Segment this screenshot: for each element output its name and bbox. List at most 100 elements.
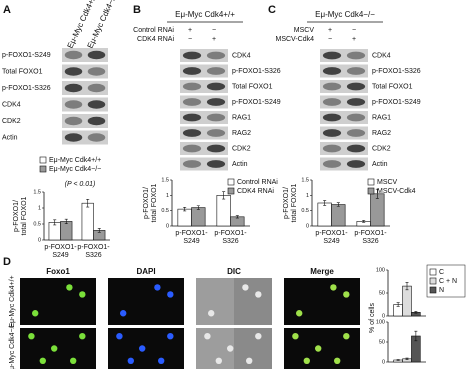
legend-label: Eμ-Myc Cdk4−/− <box>49 166 101 173</box>
error-bar <box>196 205 200 210</box>
micrograph-shade <box>196 278 234 325</box>
blot-band <box>182 113 202 122</box>
micrograph <box>20 278 96 325</box>
cell <box>158 357 165 364</box>
y-tick-label: 1 <box>306 193 309 199</box>
blot-label: CDK4 <box>372 52 391 59</box>
error-bar <box>362 220 366 223</box>
cell <box>343 333 350 340</box>
panel-label: C <box>268 4 276 16</box>
panel-title: Eμ-Myc Cdk4−/− <box>315 10 375 19</box>
x-tick-label: p-FOXO1-S249 <box>44 244 77 259</box>
blot-band <box>322 160 342 168</box>
text-line: p-FOXO1- <box>44 244 77 251</box>
x-tick-label: p-FOXO1-S326 <box>77 244 110 259</box>
panel-label: A <box>3 4 11 16</box>
text-line: p-FOXO1- <box>315 230 348 237</box>
bar <box>177 208 192 227</box>
y-tick-label: 100 <box>376 267 385 273</box>
treatment-sign: − <box>352 27 356 34</box>
legend-label: MSCV <box>377 179 398 186</box>
cell <box>246 357 253 364</box>
error-bar <box>64 218 68 224</box>
treatment-sign: + <box>328 27 332 34</box>
blot-band <box>206 51 226 60</box>
blot-band <box>182 98 202 106</box>
legend-label: Control RNAi <box>237 179 278 186</box>
error-bar <box>396 359 400 361</box>
y-axis-label: p-FOXO1/total FOXO1 <box>283 183 298 222</box>
bar <box>331 204 346 227</box>
treatment-sign: + <box>212 36 216 43</box>
blot-band <box>322 129 342 137</box>
error-bar <box>222 191 226 200</box>
cell <box>127 357 134 364</box>
micrograph <box>108 278 184 325</box>
blot-band <box>322 51 342 60</box>
blot-label: CDK4 <box>2 101 21 108</box>
bar <box>216 195 231 227</box>
blot-band <box>322 82 342 91</box>
blot-label: p-FOXO1-S326 <box>2 85 51 92</box>
column-title: DIC <box>227 267 241 276</box>
text-line: p-FOXO1- <box>214 230 247 237</box>
blot-band <box>206 144 226 153</box>
treatment-label: Control RNAi <box>133 27 174 34</box>
cell <box>296 310 303 317</box>
cell <box>255 333 262 340</box>
legend-swatch <box>227 178 235 186</box>
cell <box>204 333 211 340</box>
error-bar <box>53 219 57 226</box>
blot-band <box>346 160 366 168</box>
legend-swatch <box>227 187 235 195</box>
blot-label: Actin <box>372 161 388 168</box>
cell <box>66 284 73 291</box>
column-title: DAPI <box>136 267 155 276</box>
cell <box>303 357 310 364</box>
y-axis-label: p-FOXO1/total FOXO1 <box>13 196 28 235</box>
y-tick-label: 0 <box>382 359 385 365</box>
y-tick-label: 0 <box>166 223 169 229</box>
row-label: Eμ-Myc Cdk4−/− <box>9 322 16 369</box>
blot-band <box>182 129 202 137</box>
error-bar <box>235 215 239 219</box>
error-bar <box>414 311 418 314</box>
treatment-sign: − <box>328 36 332 43</box>
y-tick-label: 100 <box>376 319 385 325</box>
text-line: S326 <box>362 238 378 245</box>
y-tick-label: 1.5 <box>33 189 41 195</box>
blot-band <box>346 82 366 91</box>
cell <box>39 357 46 364</box>
blot-band <box>182 82 202 91</box>
legend-swatch <box>367 178 375 186</box>
legend-frame <box>426 264 466 298</box>
treatment-sign: + <box>352 36 356 43</box>
blot-band <box>87 133 106 142</box>
blot-band <box>87 116 106 126</box>
cell <box>32 310 39 317</box>
blot-band <box>206 82 226 91</box>
legend-label: Eμ-Myc Cdk4+/+ <box>49 157 101 164</box>
y-tick-label: 1 <box>166 193 169 199</box>
blot-label: p-FOXO1-S326 <box>232 68 281 75</box>
blot-label: Actin <box>232 161 248 168</box>
error-bar <box>86 199 90 208</box>
text-line: S326 <box>222 238 238 245</box>
cell <box>242 284 249 291</box>
blot-band <box>87 67 106 76</box>
blot-label: RAG1 <box>232 114 251 121</box>
blot-label: Total FOXO1 <box>232 83 273 90</box>
blot-band <box>206 129 226 137</box>
cell <box>227 345 234 352</box>
y-tick-label: 1.5 <box>301 177 309 183</box>
blot-label: CDK4 <box>232 52 251 59</box>
blot-band <box>346 67 366 75</box>
bar <box>81 202 94 241</box>
y-tick-label: 50 <box>379 290 385 296</box>
cell <box>167 291 174 298</box>
y-axis-label: % of cells <box>369 303 376 333</box>
y-tick-label: 0.5 <box>161 208 169 214</box>
legend-label: C + N <box>439 278 457 285</box>
treatment-sign: + <box>188 27 192 34</box>
cell <box>79 291 86 298</box>
